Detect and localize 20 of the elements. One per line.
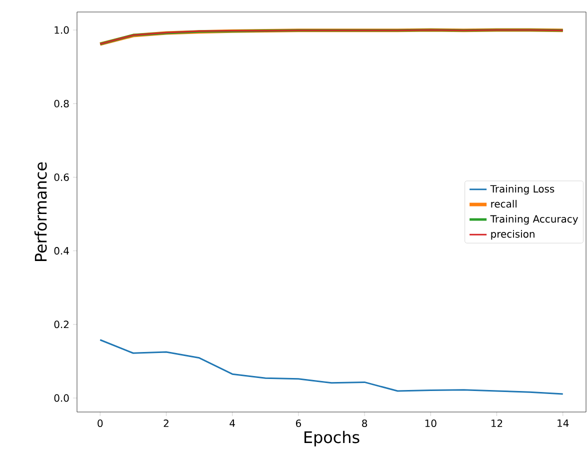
x-tick-label: 4: [230, 420, 235, 427]
x-tick-label: 0: [98, 420, 103, 428]
x-tick-label: 6: [296, 420, 301, 428]
y-tick-label: 0.8: [54, 100, 69, 108]
y-tick-label: 0.4: [54, 247, 69, 255]
legend-label: Training Accuracy: [490, 214, 578, 225]
legend-label: recall: [491, 200, 517, 208]
x-tick-label: 14: [558, 420, 569, 427]
y-tick-label: 0.6: [54, 173, 69, 181]
x-tick-label: 10: [425, 420, 436, 428]
x-axis-title: Epochs: [304, 430, 360, 446]
y-axis-title: Performance: [34, 162, 47, 261]
y-tick-label: 0.2: [54, 320, 68, 328]
x-tick-label: 12: [492, 420, 502, 427]
y-tick-label: 0.0: [54, 394, 69, 402]
x-tick-label: 2: [164, 420, 168, 427]
x-tick-label: 8: [362, 420, 368, 428]
y-tick-label: 1.0: [54, 26, 69, 34]
legend-label: Training Loss: [490, 184, 554, 195]
legend-label: precision: [491, 230, 534, 240]
